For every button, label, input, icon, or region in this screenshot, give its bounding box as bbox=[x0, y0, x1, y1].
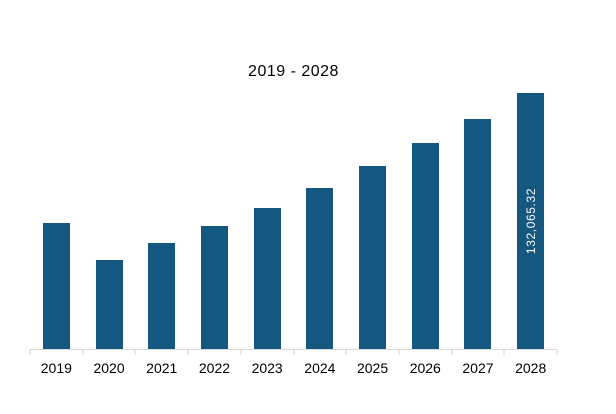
x-label-2019: 2019 bbox=[40, 360, 72, 376]
axis-tick bbox=[29, 350, 31, 355]
axis-tick bbox=[240, 350, 242, 355]
x-axis-line bbox=[30, 349, 557, 350]
plot-area: 132,065.32 2019 2020 2021 2022 2023 2024 2025 2… bbox=[29, 90, 558, 376]
bar-slot: 132,065.32 bbox=[504, 90, 557, 350]
x-label-2028: 2028 bbox=[515, 360, 547, 376]
x-label-2023: 2023 bbox=[251, 360, 283, 376]
bar-slot bbox=[294, 90, 347, 350]
bar-2022 bbox=[200, 226, 228, 350]
bar-value-label: 132,065.32 bbox=[523, 188, 538, 255]
bar-2027 bbox=[464, 119, 492, 350]
bar-slot bbox=[346, 90, 399, 350]
axis-tick bbox=[134, 350, 136, 355]
bar-2024 bbox=[306, 188, 334, 350]
bar-2019 bbox=[42, 223, 70, 350]
bar-slot bbox=[30, 90, 83, 350]
bar-slot bbox=[399, 90, 452, 350]
x-label-2025: 2025 bbox=[356, 360, 389, 376]
bars-container: 132,065.32 bbox=[30, 90, 557, 350]
bar-2026 bbox=[411, 143, 439, 350]
axis-tick bbox=[503, 350, 505, 355]
axis-tick bbox=[556, 350, 558, 355]
chart-title: 2019 - 2028 bbox=[248, 63, 339, 80]
bar-2023 bbox=[253, 208, 281, 350]
x-label-2024: 2024 bbox=[304, 360, 336, 376]
axis-tick bbox=[293, 350, 294, 355]
x-label-2022: 2022 bbox=[198, 360, 231, 376]
axis-tick bbox=[82, 350, 84, 355]
bar-slot bbox=[452, 90, 505, 350]
bar-2025 bbox=[359, 166, 387, 350]
axis-tick bbox=[187, 350, 189, 355]
axis-tick bbox=[451, 350, 453, 355]
x-label-2027: 2027 bbox=[462, 360, 494, 376]
bar-slot bbox=[241, 90, 294, 350]
bar-2020 bbox=[95, 260, 123, 350]
axis-tick bbox=[345, 350, 347, 355]
bar-slot bbox=[135, 90, 188, 350]
bar-slot bbox=[188, 90, 241, 350]
axis-tick bbox=[398, 350, 400, 355]
x-label-2026: 2026 bbox=[409, 360, 441, 376]
x-axis-labels: 2019 2020 2021 2022 2023 2024 2025 2026 2027 2028 bbox=[30, 360, 557, 376]
bar-2028: 132,065.32 bbox=[517, 93, 545, 350]
x-label-2021: 2021 bbox=[146, 360, 178, 376]
x-label-2020: 2020 bbox=[93, 360, 125, 376]
bar-2021 bbox=[148, 243, 176, 350]
bar-slot bbox=[83, 90, 136, 350]
